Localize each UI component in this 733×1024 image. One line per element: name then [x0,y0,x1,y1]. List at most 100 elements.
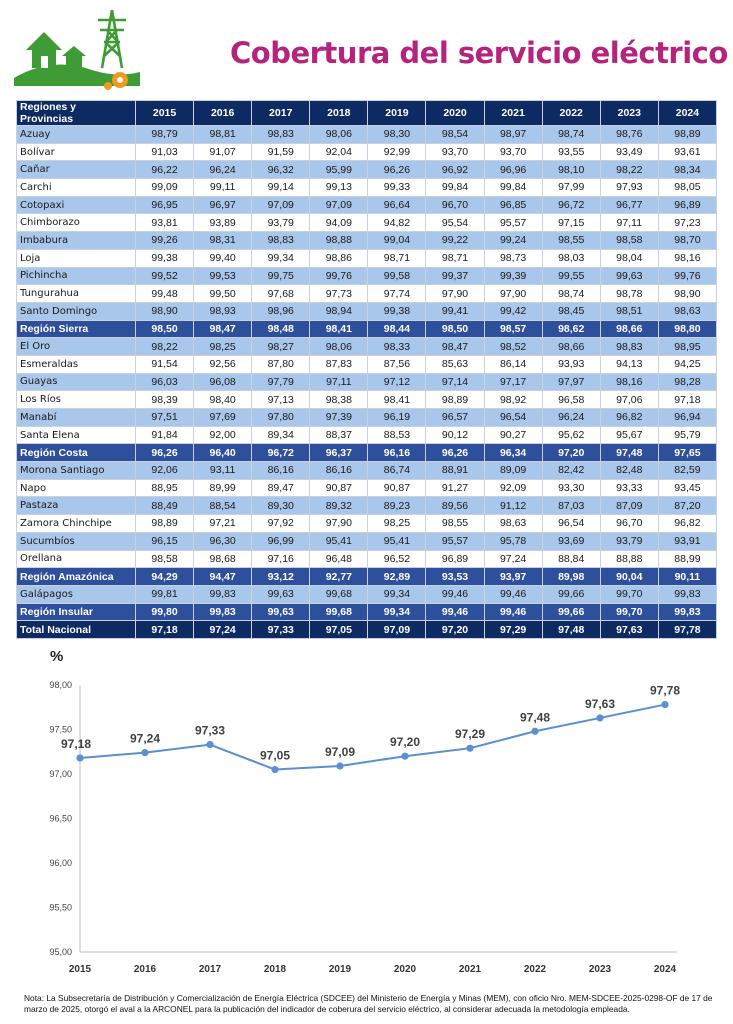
table-cell: 98,06 [309,125,369,144]
table-cell: 96,70 [425,195,485,215]
row-label: Cotopaxi [16,195,136,215]
table-cell: 94,82 [367,213,427,233]
table-cell: 98,33 [367,337,427,356]
table-row: Napo 88,95 89,99 89,47 90,87 90,87 91,27 92,09 9… [16,478,718,498]
table-cell: 97,90 [425,284,485,303]
table-cell: 99,66 [541,602,601,622]
table-row: Azuay 98,79 98,81 98,83 98,06 98,30 98,54 98,97… [16,125,718,144]
row-label: Santo Domingo [16,301,136,321]
table-cell: 97,69 [193,408,253,427]
table-cell: 96,30 [193,531,253,551]
table-cell: 96,89 [425,549,485,569]
table-cell: 88,53 [367,425,427,445]
table-cell: 90,04 [599,567,659,586]
table-cell: 93,61 [657,142,718,162]
row-label: El Oro [16,337,136,356]
y-axis-unit-label: % [50,648,64,665]
table-cell: 97,24 [483,549,543,569]
table-cell: 99,48 [134,284,195,303]
table-cell: 97,17 [483,372,543,392]
table-cell: 98,16 [657,248,718,268]
table-cell: 96,82 [599,408,659,427]
table-cell: 92,04 [309,142,369,162]
table-cell: 87,83 [309,354,369,374]
table-cell: 97,09 [367,620,427,639]
table-cell: 98,54 [425,125,485,144]
column-header-year: 2019 [367,100,427,126]
table-cell: 98,38 [309,390,369,409]
table-cell: 98,50 [425,319,485,339]
table-cell: 99,55 [541,266,601,286]
table-cell: 98,05 [657,178,718,197]
table-cell: 87,03 [541,496,601,516]
table-cell: 96,92 [425,160,485,180]
table-cell: 97,68 [251,284,311,303]
row-label: Esmeraldas [16,354,136,374]
table-cell: 93,70 [483,142,543,162]
table-cell: 96,94 [657,408,718,427]
table-cell: 98,51 [599,301,659,321]
table-cell: 98,89 [657,125,718,144]
table-cell: 90,12 [425,425,485,445]
region-subtotal-row: Región Amazónica 94,29 94,47 93,12 92,77 92,8… [16,567,718,586]
table-cell: 96,52 [367,549,427,569]
table-cell: 95,99 [309,160,369,180]
table-cell: 96,97 [193,195,253,215]
table-cell: 93,53 [425,567,485,586]
table-cell: 99,26 [134,231,195,250]
data-label: 97,24 [130,732,160,746]
data-point [596,714,604,722]
table-cell: 93,93 [541,354,601,374]
table-cell: 99,75 [251,266,311,286]
table-cell: 99,83 [657,584,718,604]
column-header-region: Regiones y Provincias [16,100,136,126]
table-cell: 93,79 [599,531,659,551]
table-cell: 89,09 [483,461,543,480]
table-cell: 98,68 [193,549,253,569]
table-cell: 92,77 [309,567,369,586]
table-cell: 99,63 [251,602,311,622]
table-cell: 98,74 [541,125,601,144]
table-cell: 82,42 [541,461,601,480]
table-cell: 96,15 [134,531,195,551]
data-point [141,749,149,757]
row-label: Región Costa [16,443,136,463]
table-cell: 97,51 [134,408,195,427]
table-cell: 96,89 [657,195,718,215]
y-tick-label: 97,50 [49,725,72,735]
table-cell: 98,74 [541,284,601,303]
table-cell: 92,99 [367,142,427,162]
table-cell: 99,42 [483,301,543,321]
table-cell: 98,47 [193,319,253,339]
row-label: Región Insular [16,602,136,622]
table-cell: 97,93 [599,178,659,197]
table-cell: 90,11 [657,567,718,586]
row-label: Orellana [16,549,136,569]
table-cell: 96,54 [541,514,601,533]
table-cell: 88,99 [657,549,718,569]
table-cell: 98,28 [657,372,718,392]
table-cell: 98,34 [657,160,718,180]
data-label: 97,63 [585,697,615,711]
table-cell: 98,58 [599,231,659,250]
column-header-year: 2024 [657,100,718,126]
column-header-year: 2018 [309,100,369,126]
table-cell: 98,86 [309,248,369,268]
table-cell: 97,24 [193,620,253,639]
table-row: Carchi 99,09 99,11 99,14 99,13 99,33 99,84 99,8… [16,178,718,197]
table-cell: 98,96 [251,301,311,321]
table-cell: 99,83 [657,602,718,622]
table-cell: 98,22 [599,160,659,180]
table-cell: 98,16 [599,372,659,392]
table-cell: 88,84 [541,549,601,569]
table-cell: 93,12 [251,567,311,586]
table-cell: 98,03 [541,248,601,268]
table-row: Imbabura 99,26 98,31 98,83 98,88 99,04 99,22 99… [16,231,718,250]
table-cell: 96,48 [309,549,369,569]
table-cell: 99,39 [483,266,543,286]
table-cell: 94,13 [599,354,659,374]
table-cell: 99,53 [193,266,253,286]
table-cell: 97,09 [309,195,369,215]
table-cell: 98,93 [193,301,253,321]
table-cell: 96,26 [367,160,427,180]
